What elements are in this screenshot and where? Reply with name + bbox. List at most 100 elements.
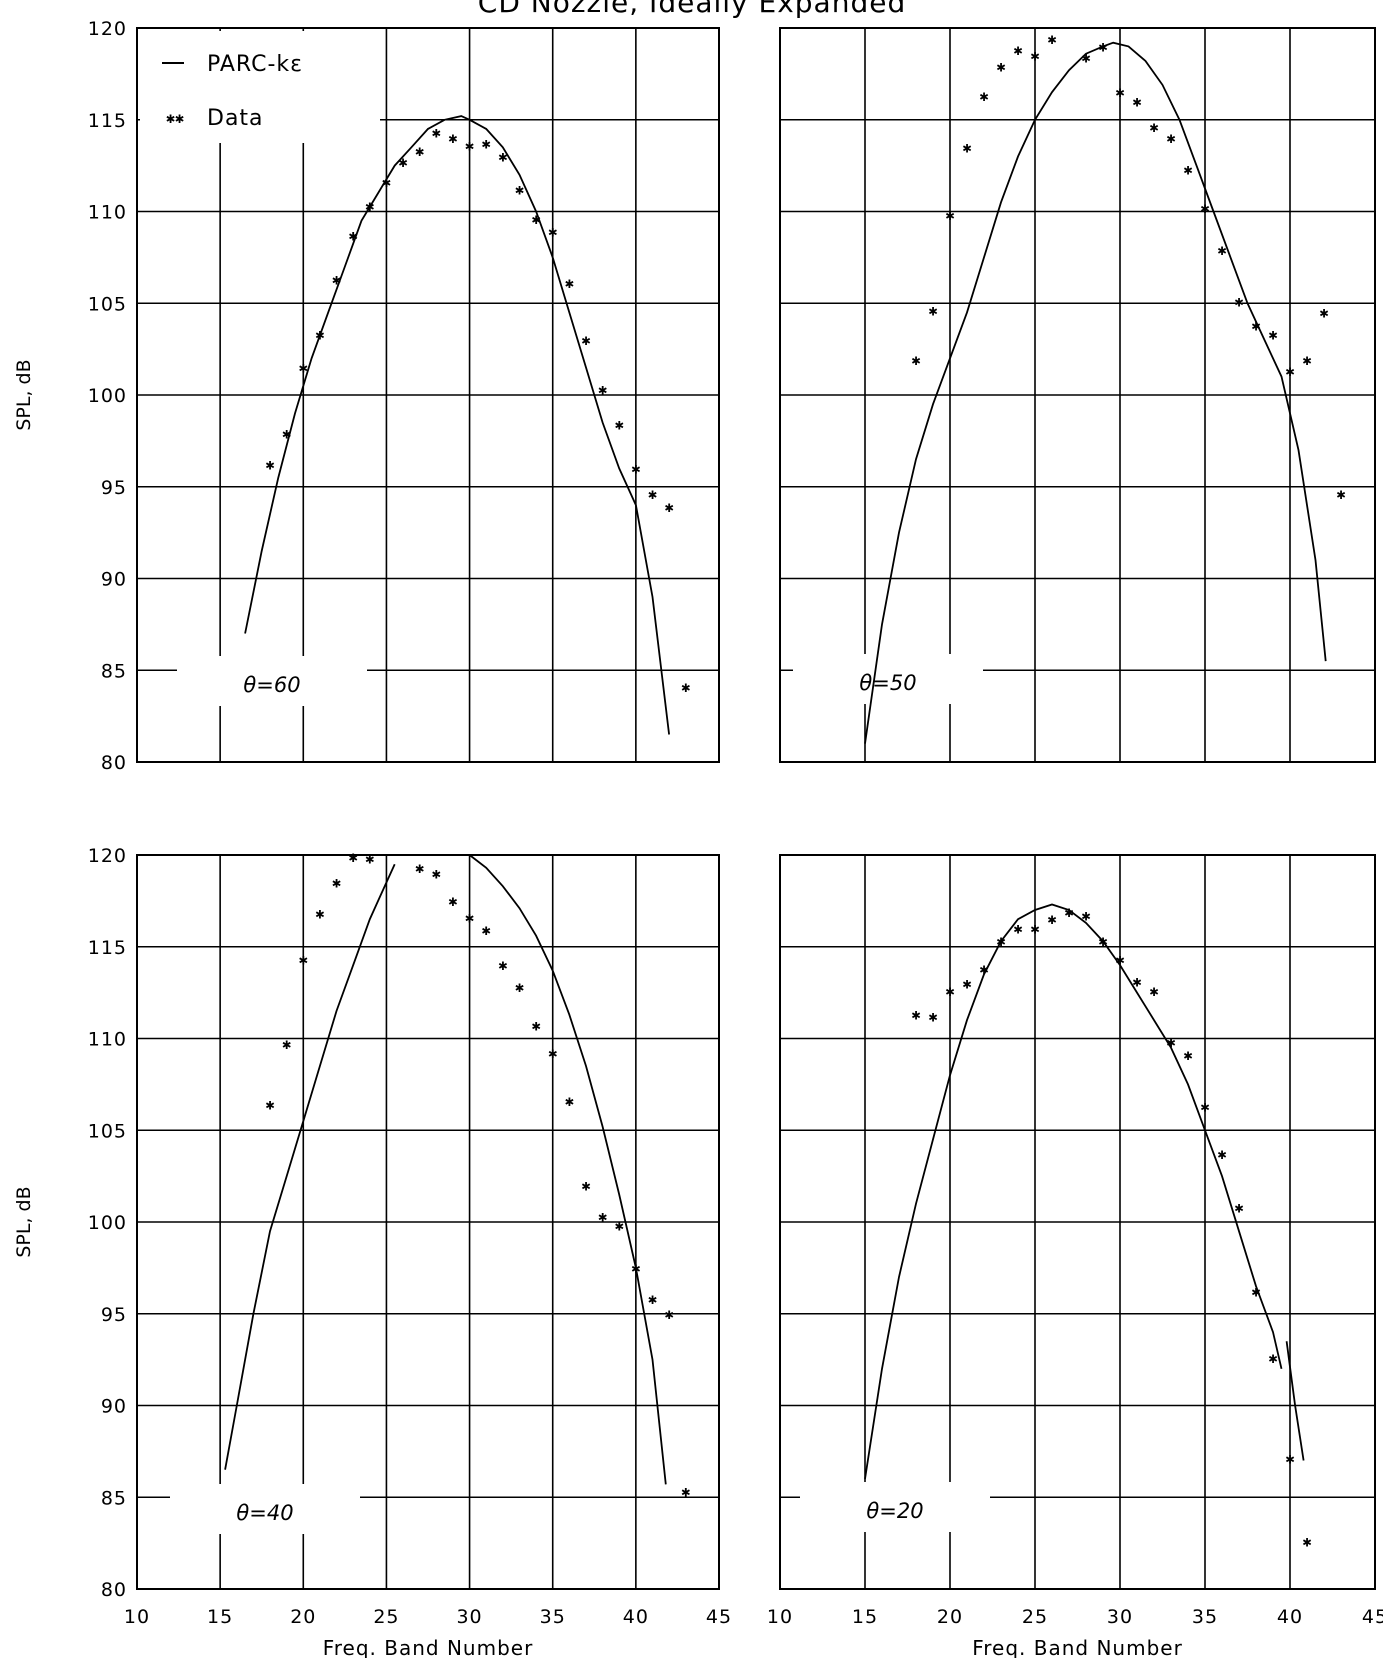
x-tick-label: 40 <box>623 1606 649 1628</box>
data-point: ✱ <box>399 153 408 171</box>
data-point: ✱ <box>432 864 441 882</box>
data-point: ✱ <box>1200 199 1209 217</box>
data-point: ✱ <box>282 1035 291 1053</box>
data-point: ✱ <box>1234 292 1243 310</box>
data-point: ✱ <box>349 848 358 866</box>
y-tick-label: 115 <box>88 937 127 959</box>
y-tick-label: 110 <box>88 1029 127 1051</box>
x-tick-label: 30 <box>1107 1606 1133 1628</box>
data-point: ✱ <box>945 982 954 1000</box>
data-point: ✱ <box>581 1176 590 1194</box>
data-point: ✱ <box>1081 48 1090 66</box>
y-tick-label: 80 <box>101 1579 127 1601</box>
data-point: ✱ <box>1268 1349 1277 1367</box>
data-point: ✱ <box>1013 41 1022 59</box>
y-tick-label: 120 <box>88 845 127 867</box>
data-point: ✱ <box>448 892 457 910</box>
data-point: ✱ <box>648 1290 657 1308</box>
y-tick-label: 120 <box>88 18 127 40</box>
data-point: ✱ <box>1115 83 1124 101</box>
y-tick-label: 95 <box>101 1304 127 1326</box>
x-tick-label: 15 <box>207 1606 233 1628</box>
data-point: ✱ <box>945 206 954 224</box>
data-point: ✱ <box>1047 910 1056 928</box>
panel-label-box <box>177 656 367 706</box>
data-point: ✱ <box>1064 903 1073 921</box>
panel-label: θ=60 <box>243 673 300 697</box>
data-point: ✱ <box>1149 982 1158 1000</box>
data-point: ✱ <box>565 274 574 292</box>
data-point: ✱ <box>315 325 324 343</box>
data-point: ✱ <box>415 859 424 877</box>
data-point: ✱ <box>1013 919 1022 937</box>
panel-4: θ=20 10 15 20 25 30 35 40 45 Freq. Band Number ✱ ✱ ✱… <box>767 854 1383 1658</box>
panel-label-box <box>800 1482 990 1532</box>
data-point: ✱ <box>665 1305 674 1323</box>
data-point: ✱ <box>615 1217 624 1235</box>
y-tick-label: 80 <box>101 752 127 774</box>
x-tick-label: 10 <box>767 1606 793 1628</box>
data-point: ✱ <box>1081 907 1090 925</box>
data-point: ✱ <box>415 142 424 160</box>
y-tick-label: 95 <box>101 477 127 499</box>
data-point: ✱ <box>1183 1046 1192 1064</box>
panel-label: θ=50 <box>859 671 916 695</box>
data-point: ✱ <box>1285 1450 1294 1468</box>
data-point: ✱ <box>548 223 557 241</box>
data-point: ✱ <box>648 485 657 503</box>
x-tick-label: 10 <box>124 1606 150 1628</box>
data-point: ✱ <box>515 180 524 198</box>
data-point: ✱ <box>631 459 640 477</box>
panel-label-box <box>170 1484 360 1534</box>
data-point: ✱ <box>1166 1033 1175 1051</box>
x-tick-label: 25 <box>373 1606 399 1628</box>
data-point: ✱ <box>631 1259 640 1277</box>
legend-model-label: PARC-kε <box>207 52 303 77</box>
data-point: ✱ <box>1047 30 1056 48</box>
data-point: ✱ <box>1251 316 1260 334</box>
data-point: ✱ <box>565 1092 574 1110</box>
data-point: ✱ <box>1132 973 1141 991</box>
data-point: ✱ <box>365 850 374 868</box>
x-tick-label: 45 <box>1362 1606 1383 1628</box>
legend-data-label: Data <box>207 106 264 131</box>
series-line-parc-ke <box>224 863 396 1470</box>
y-tick-label: 85 <box>101 1487 127 1509</box>
data-point: ✱ <box>911 1006 920 1024</box>
data-point: ✱ <box>299 358 308 376</box>
data-point: ✱ <box>615 415 624 433</box>
data-point: ✱ <box>962 974 971 992</box>
data-point: ✱ <box>581 331 590 349</box>
data-point: ✱ <box>1030 47 1039 65</box>
data-point: ✱ <box>382 173 391 191</box>
data-point: ✱ <box>1098 932 1107 950</box>
data-point: ✱ <box>548 1044 557 1062</box>
data-point: ✱ <box>448 129 457 147</box>
data-point: ✱ <box>465 908 474 926</box>
data-point: ✱ <box>1149 118 1158 136</box>
x-axis-label: Freq. Band Number <box>972 1636 1183 1658</box>
panel-label-box <box>793 654 983 704</box>
x-tick-label: 35 <box>540 1606 566 1628</box>
panel-3: θ=40 80 85 90 95 100 105 110 115 120 10 15 20 25 30 35 4… <box>13 845 731 1658</box>
x-tick-label: 20 <box>290 1606 316 1628</box>
y-tick-label: 115 <box>88 110 127 132</box>
series-line-parc-ke <box>864 41 1327 744</box>
data-point: ✱ <box>498 956 507 974</box>
data-point: ✱ <box>515 978 524 996</box>
data-point: ✱ <box>1115 951 1124 969</box>
y-axis-label: SPL, dB <box>13 359 35 430</box>
data-point: ✱ <box>979 960 988 978</box>
legend-box <box>140 31 380 143</box>
x-tick-label: 15 <box>852 1606 878 1628</box>
data-point: ✱ <box>349 226 358 244</box>
data-point: ✱ <box>1098 37 1107 55</box>
figure-title: CD Nozzle, Ideally Expanded <box>478 0 906 19</box>
x-tick-label: 30 <box>456 1606 482 1628</box>
data-point: ✱ <box>1200 1097 1209 1115</box>
data-point: ✱ <box>1183 160 1192 178</box>
data-point: ✱ <box>1030 919 1039 937</box>
data-point: ✱ <box>911 351 920 369</box>
data-point: ✱ <box>315 905 324 923</box>
